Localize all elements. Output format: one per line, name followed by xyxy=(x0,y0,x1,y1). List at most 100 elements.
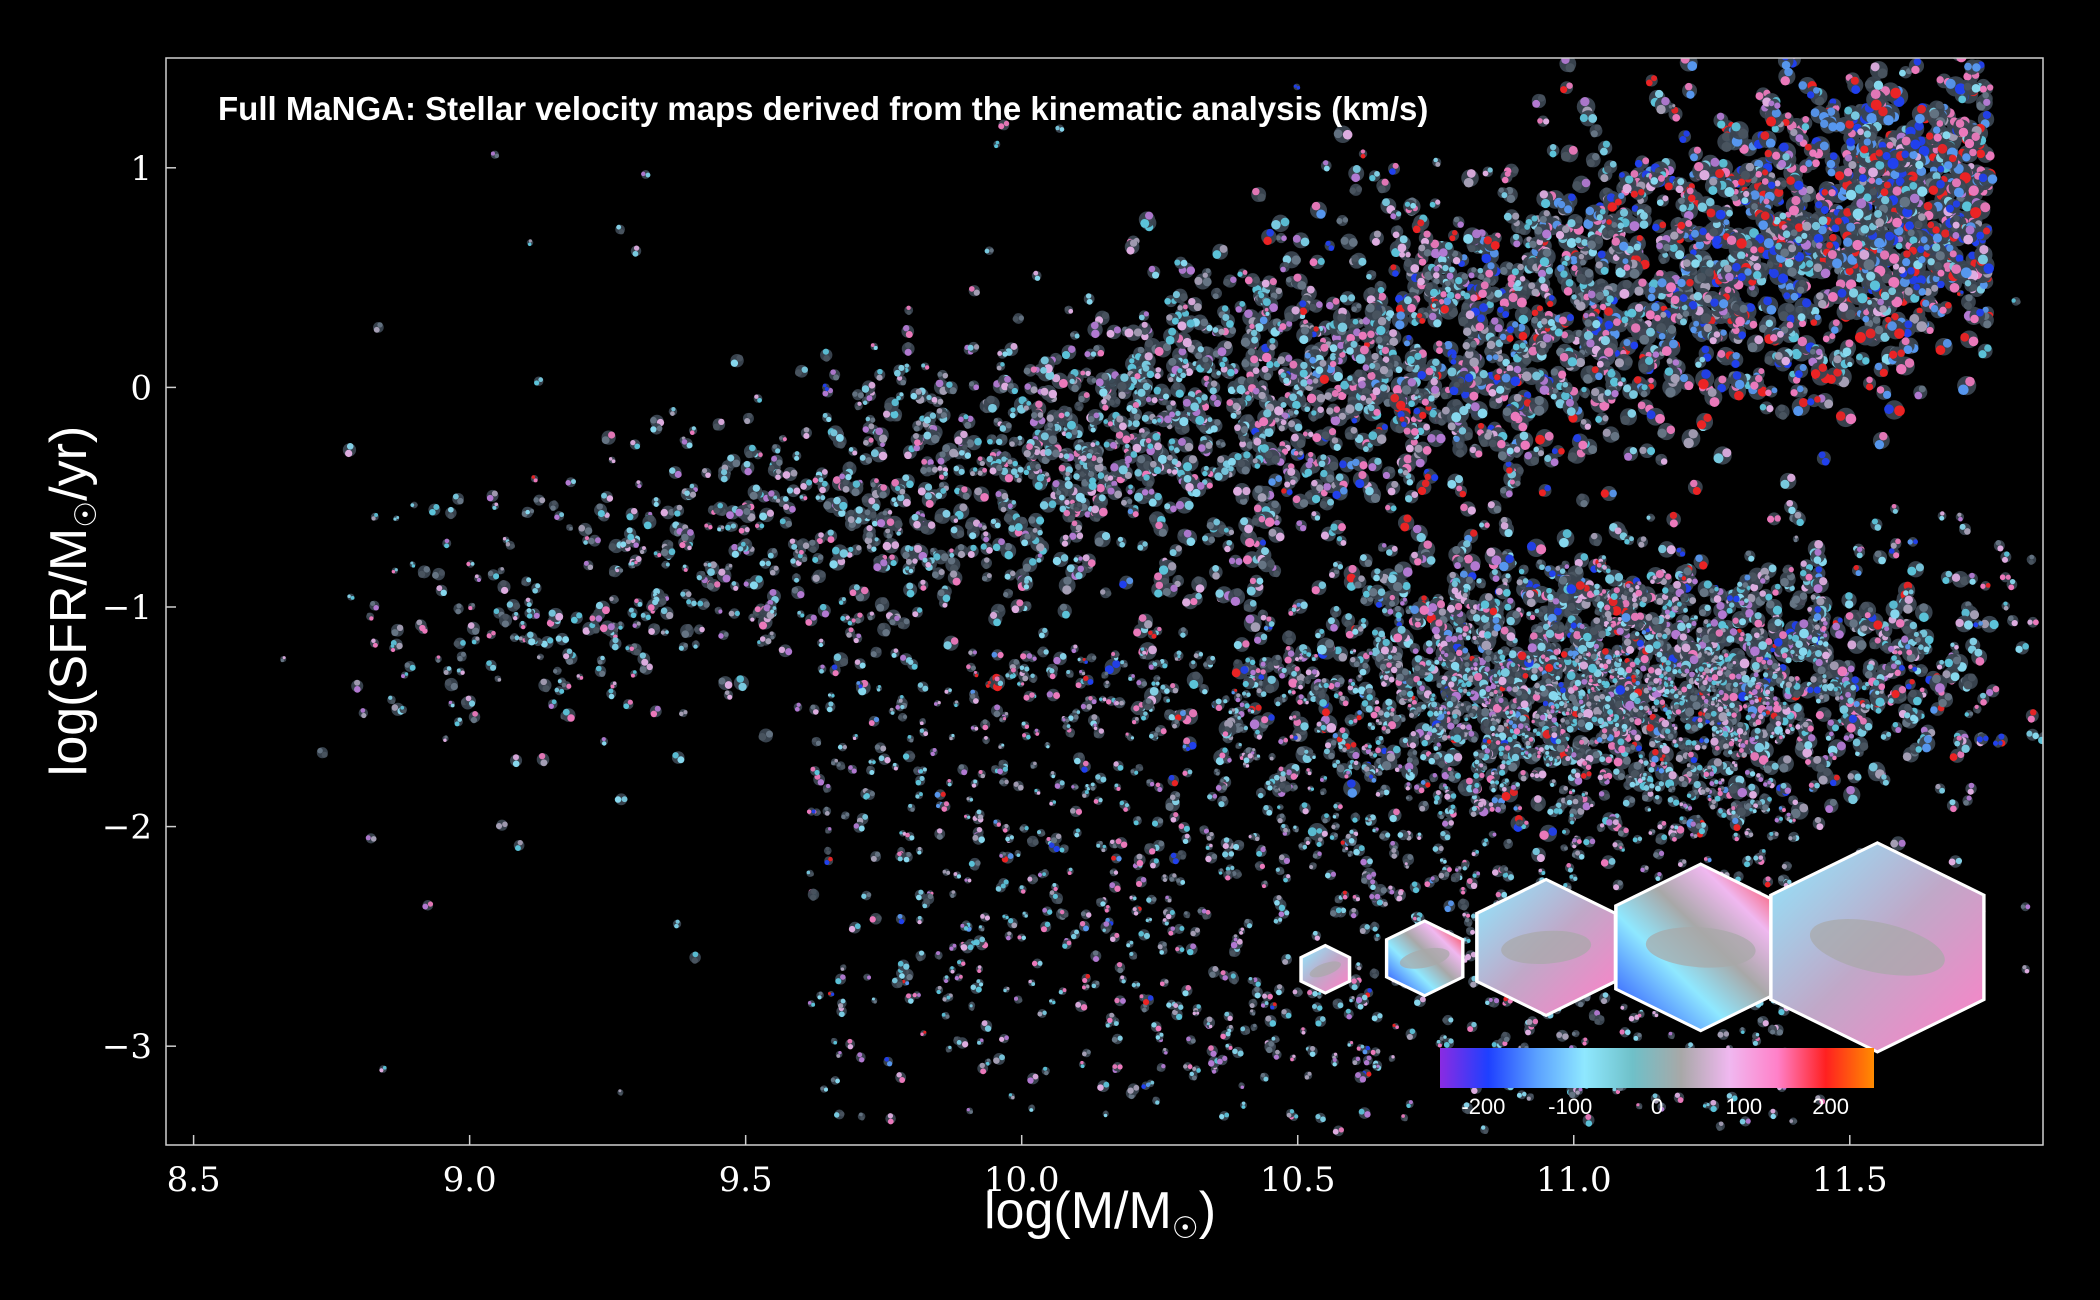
galaxy-marker xyxy=(1094,530,1111,548)
galaxy-marker xyxy=(601,430,616,445)
galaxy-marker xyxy=(1777,755,1794,773)
galaxy-marker xyxy=(1776,735,1784,743)
galaxy-marker xyxy=(1890,836,1906,851)
galaxy-marker xyxy=(1304,351,1317,365)
galaxy-marker xyxy=(723,690,734,700)
galaxy-marker xyxy=(600,737,609,746)
galaxy-marker xyxy=(1311,580,1327,596)
galaxy-marker xyxy=(1891,684,1907,700)
galaxy-marker xyxy=(1154,782,1164,793)
galaxy-marker xyxy=(1222,539,1235,553)
galaxy-marker xyxy=(635,480,643,489)
galaxy-marker xyxy=(1913,385,1928,400)
galaxy-marker xyxy=(1829,659,1848,678)
galaxy-marker xyxy=(1908,663,1918,673)
galaxy-marker xyxy=(521,576,532,587)
galaxy-marker xyxy=(1071,783,1079,791)
galaxy-marker xyxy=(1944,653,1961,670)
galaxy-marker xyxy=(1066,867,1074,875)
galaxy-marker xyxy=(1628,1012,1640,1024)
galaxy-marker xyxy=(1385,502,1397,514)
galaxy-marker xyxy=(1332,1125,1344,1137)
galaxy-marker xyxy=(1268,526,1285,543)
galaxy-marker xyxy=(1771,672,1783,685)
galaxy-marker xyxy=(1168,683,1180,694)
galaxy-marker xyxy=(1549,779,1557,787)
galaxy-marker xyxy=(938,470,949,481)
galaxy-marker xyxy=(1686,751,1699,764)
galaxy-marker xyxy=(1503,838,1514,849)
galaxy-marker xyxy=(1369,921,1380,932)
galaxy-marker xyxy=(1516,1090,1527,1100)
galaxy-marker xyxy=(767,547,778,559)
galaxy-marker xyxy=(1828,286,1847,305)
galaxy-marker xyxy=(1886,320,1906,340)
galaxy-marker xyxy=(1737,267,1753,282)
galaxy-marker xyxy=(919,718,927,726)
galaxy-marker xyxy=(1707,1099,1720,1113)
galaxy-marker xyxy=(1409,642,1421,654)
galaxy-marker xyxy=(1809,313,1822,326)
galaxy-marker xyxy=(1928,178,1946,196)
galaxy-marker xyxy=(1826,718,1840,732)
galaxy-marker xyxy=(1791,397,1810,417)
galaxy-marker xyxy=(869,477,880,488)
galaxy-marker xyxy=(1405,1028,1417,1040)
galaxy-marker xyxy=(882,537,900,554)
galaxy-marker xyxy=(907,659,919,670)
galaxy-marker xyxy=(1876,106,1896,126)
galaxy-marker xyxy=(435,584,448,597)
galaxy-marker xyxy=(1320,160,1332,172)
galaxy-marker xyxy=(915,846,924,855)
galaxy-marker xyxy=(1348,165,1365,183)
galaxy-marker xyxy=(1754,714,1766,726)
galaxy-marker xyxy=(1598,140,1613,156)
galaxy-marker xyxy=(1768,1108,1778,1120)
galaxy-marker xyxy=(1467,730,1479,743)
galaxy-marker xyxy=(1622,383,1639,400)
galaxy-marker xyxy=(888,707,896,715)
galaxy-marker xyxy=(1095,372,1110,387)
galaxy-marker xyxy=(1013,780,1024,792)
galaxy-marker xyxy=(1253,729,1264,740)
galaxy-marker xyxy=(1862,187,1878,203)
galaxy-marker xyxy=(1125,484,1136,495)
galaxy-marker xyxy=(1630,630,1640,640)
galaxy-marker xyxy=(1525,610,1536,621)
galaxy-marker xyxy=(1942,154,1959,170)
galaxy-marker xyxy=(1107,485,1123,500)
galaxy-marker xyxy=(1205,831,1215,841)
galaxy-marker xyxy=(1499,521,1515,538)
galaxy-marker xyxy=(548,607,564,623)
galaxy-marker xyxy=(966,796,974,803)
galaxy-marker xyxy=(1973,704,1982,714)
galaxy-marker xyxy=(800,478,813,491)
galaxy-marker xyxy=(1252,485,1269,503)
galaxy-marker xyxy=(1111,1033,1123,1045)
galaxy-marker xyxy=(1656,194,1669,207)
galaxy-marker xyxy=(1359,923,1371,935)
galaxy-marker xyxy=(1960,330,1979,349)
galaxy-marker xyxy=(1381,725,1391,735)
galaxy-marker xyxy=(1455,271,1469,286)
galaxy-marker xyxy=(1262,804,1274,816)
galaxy-marker xyxy=(1562,828,1570,836)
galaxy-marker xyxy=(547,699,558,709)
galaxy-marker xyxy=(866,611,876,621)
galaxy-marker xyxy=(691,640,700,649)
galaxy-marker xyxy=(1052,551,1069,568)
galaxy-marker xyxy=(1793,363,1809,379)
galaxy-marker xyxy=(1386,480,1401,496)
galaxy-marker xyxy=(1319,496,1335,511)
galaxy-marker xyxy=(647,598,660,611)
galaxy-marker xyxy=(1250,1023,1258,1031)
galaxy-marker xyxy=(1147,629,1157,640)
galaxy-marker xyxy=(474,574,482,583)
galaxy-marker xyxy=(1240,1101,1247,1109)
galaxy-marker xyxy=(2046,745,2057,756)
galaxy-marker xyxy=(824,856,834,866)
galaxy-marker xyxy=(1687,479,1703,496)
galaxy-marker xyxy=(1854,325,1876,346)
galaxy-marker xyxy=(1192,1065,1201,1074)
galaxy-marker xyxy=(859,453,873,466)
